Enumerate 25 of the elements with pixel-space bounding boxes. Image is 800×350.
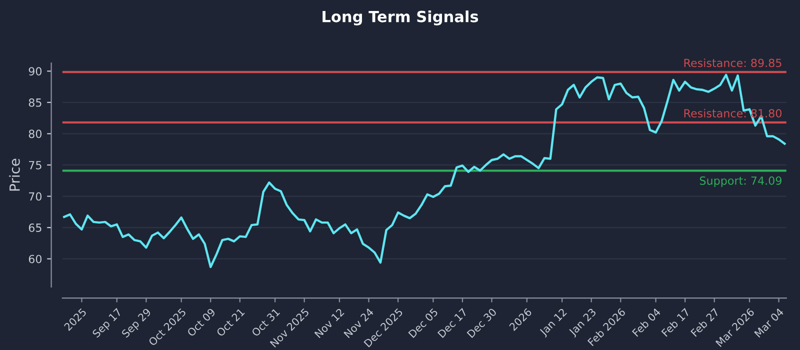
x-tick-label: Oct 21 [216,308,245,337]
x-tick-label: Feb 27 [690,308,720,337]
ref-line-label: Resistance: 89.85 [684,58,782,68]
x-tick-label: Dec 17 [437,308,468,338]
y-tick-label: 65 [28,224,42,232]
x-tick-label: Mar 04 [754,308,784,338]
x-tick-label: Dec 05 [408,308,438,338]
x-tick-label: Oct 31 [251,308,280,337]
x-tick-label: Sep 17 [92,308,124,340]
x-tick-label: Nov 12 [314,308,344,338]
y-tick-label: 85 [28,98,42,107]
y-tick-label: 90 [28,67,42,76]
x-tick-label: Feb 17 [661,308,690,337]
x-tick-label: Oct 09 [186,308,216,337]
y-tick-label: 60 [28,254,42,264]
chart-title: Long Term Signals [322,10,478,26]
y-tick-label: 70 [29,192,42,201]
x-tick-label: Dec 30 [466,308,497,338]
x-tick-label: Jan 12 [538,308,568,338]
x-tick-label: Feb 04 [632,308,662,337]
y-axis-title: Price [9,158,20,191]
y-tick-label: 80 [28,130,42,138]
y-tick-label: 75 [29,161,42,170]
ref-line-label: Support: 74.09 [700,176,782,187]
line-series [63,74,786,268]
